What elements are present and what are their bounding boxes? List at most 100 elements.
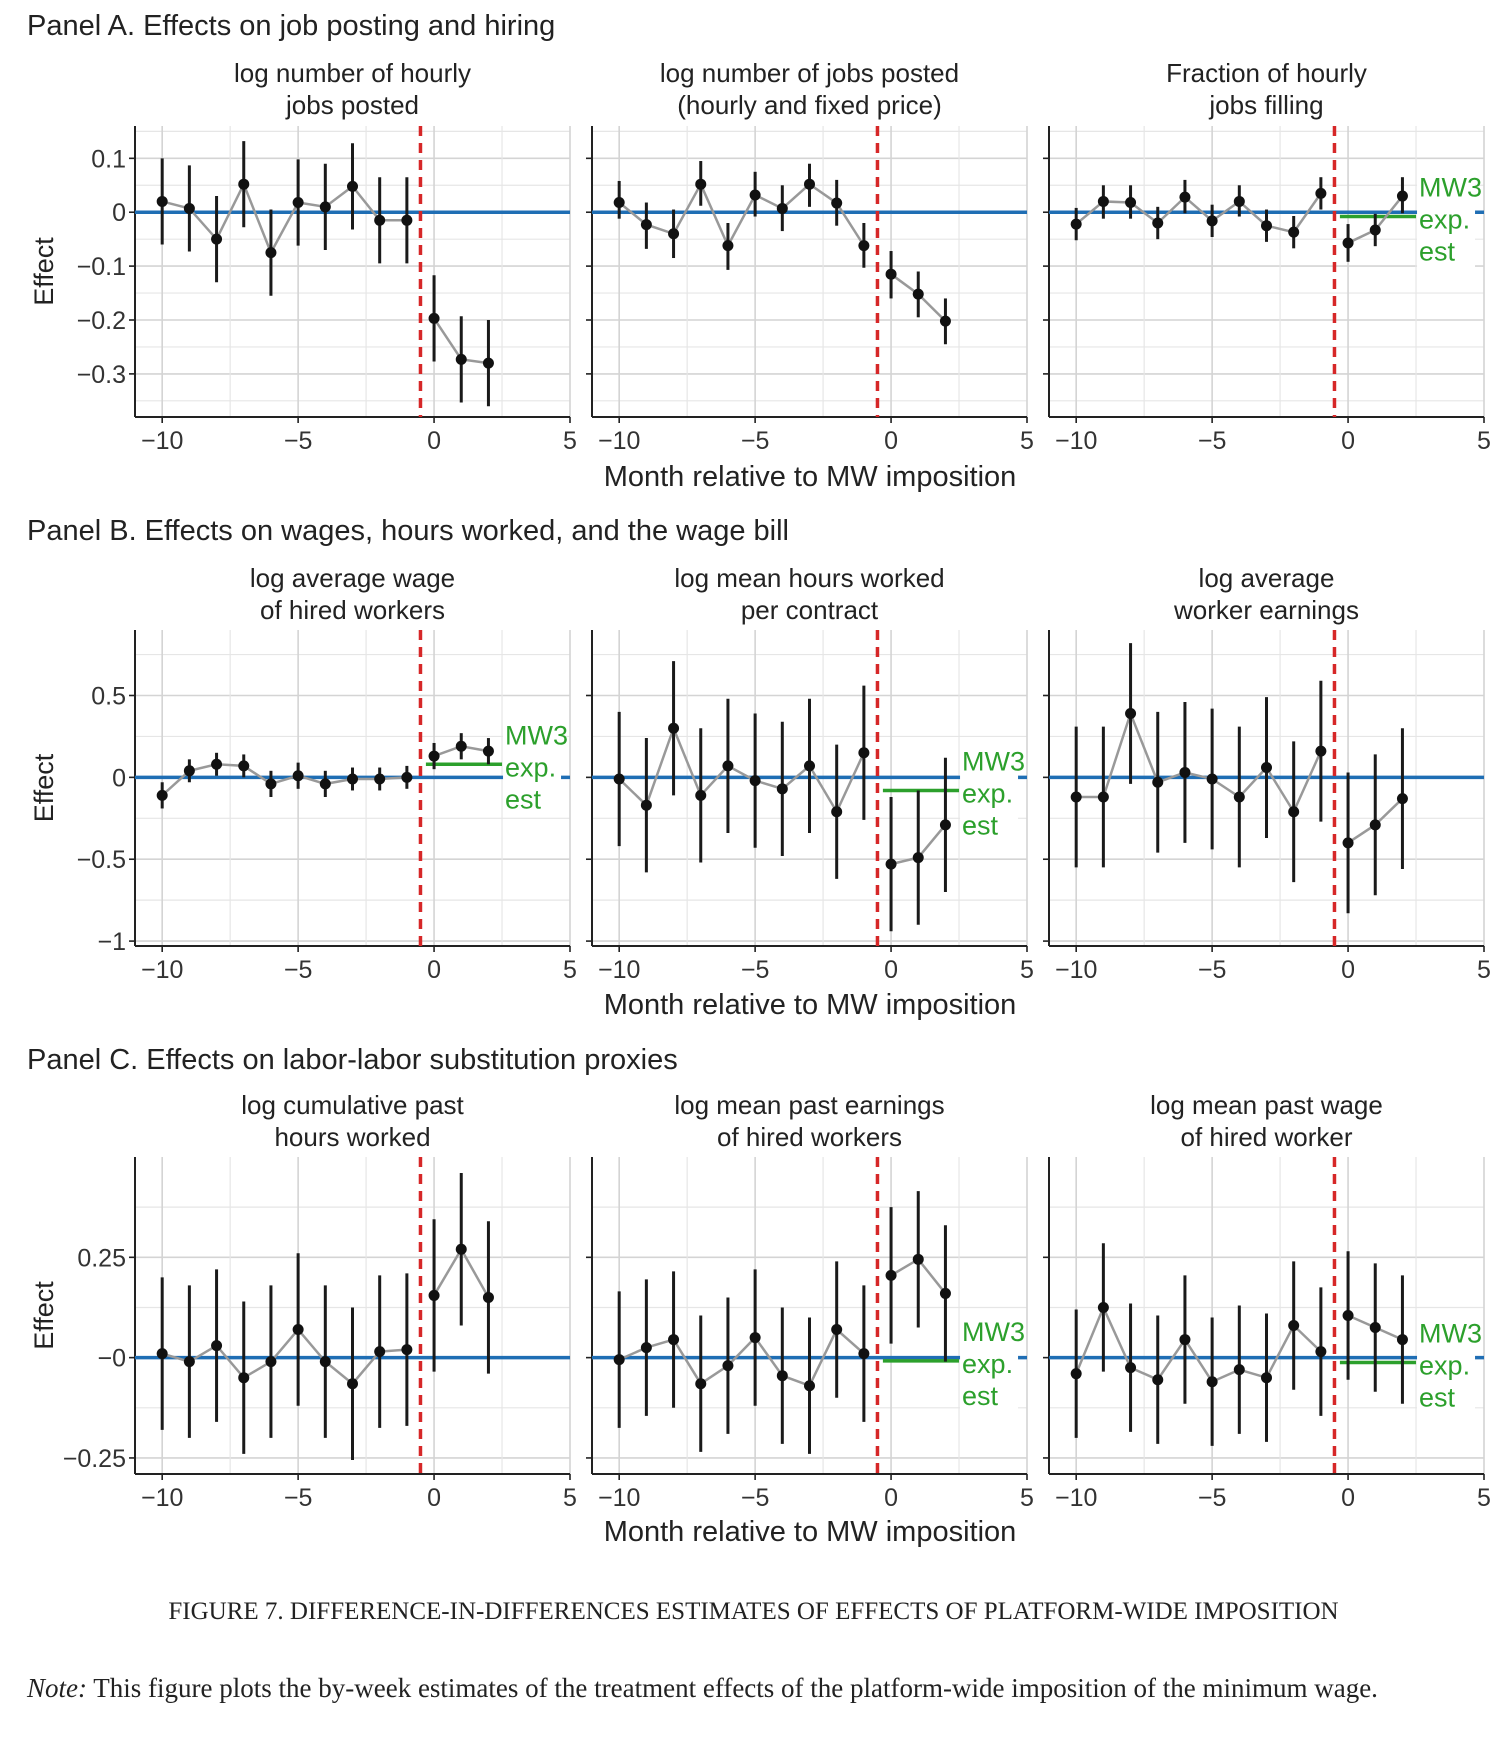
data-point — [668, 722, 680, 734]
x-tick-label: −10 — [1055, 427, 1097, 455]
x-tick-label: 0 — [1341, 956, 1355, 984]
data-point — [1125, 1362, 1137, 1374]
data-point — [183, 1356, 195, 1368]
data-point — [831, 197, 843, 209]
x-tick-label: 5 — [1477, 427, 1491, 455]
data-point — [939, 1287, 951, 1299]
y-tick-label: −1 — [97, 928, 126, 956]
subplot-title: of hired workers — [717, 1122, 902, 1152]
mw3-label: MW3 — [1419, 1318, 1482, 1348]
data-point — [374, 1346, 386, 1358]
data-point — [939, 315, 951, 327]
y-tick-label: 0.5 — [91, 682, 126, 710]
y-tick-label: −0 — [97, 1345, 126, 1373]
x-tick-label: 5 — [1477, 956, 1491, 984]
data-point — [1070, 218, 1082, 230]
subplot-title: of hired worker — [1181, 1122, 1353, 1152]
data-point — [804, 760, 815, 772]
data-point — [1097, 1301, 1109, 1313]
data-point — [1206, 773, 1218, 785]
data-point — [156, 1348, 168, 1360]
data-point — [749, 1332, 761, 1344]
x-tick-label: 5 — [1477, 1484, 1491, 1512]
series-connector — [161, 181, 407, 256]
mw3-label-background — [960, 748, 1019, 843]
x-tick-label: 0 — [1341, 427, 1355, 455]
data-point — [885, 268, 897, 280]
data-point — [428, 1289, 440, 1301]
subplot-title: log mean past wage — [1150, 1090, 1383, 1120]
data-point — [428, 312, 440, 324]
data-point — [1179, 191, 1191, 203]
data-point — [265, 778, 277, 790]
data-point — [776, 783, 788, 795]
data-point — [885, 858, 897, 870]
x-tick-label: 0 — [884, 427, 898, 455]
subplot-title: hours worked — [274, 1122, 430, 1152]
subplot-title: jobs filling — [1208, 90, 1323, 120]
data-point — [1342, 237, 1354, 249]
subplot-title: jobs posted — [285, 90, 419, 120]
data-point — [1179, 1334, 1191, 1346]
data-point — [912, 288, 924, 300]
mw3-label: MW3 — [962, 746, 1025, 776]
subplot-title: of hired workers — [260, 595, 445, 625]
mw3-label: exp. — [962, 778, 1013, 808]
y-tick-label: −0.25 — [63, 1445, 126, 1473]
data-point — [912, 1253, 924, 1265]
data-point — [238, 178, 250, 190]
data-point — [455, 353, 467, 365]
data-point — [401, 771, 413, 783]
y-tick-label: 0.25 — [77, 1244, 126, 1272]
data-point — [1342, 837, 1354, 849]
data-point — [858, 240, 870, 252]
x-tick-label: −5 — [1198, 1484, 1227, 1512]
mw3-label-background — [1417, 174, 1476, 269]
subplot-title: log mean hours worked — [674, 563, 944, 593]
data-point — [1097, 195, 1109, 207]
note-text: This figure plots the by-week estimates … — [93, 1673, 1378, 1703]
data-point — [347, 1378, 358, 1390]
data-point — [749, 775, 761, 787]
data-point — [455, 1243, 467, 1255]
data-point — [695, 1378, 707, 1390]
data-point — [722, 1360, 734, 1372]
x-axis-label: Month relative to MW imposition — [604, 1516, 1017, 1548]
series-connector — [161, 1327, 407, 1386]
data-point — [238, 1372, 250, 1384]
data-point — [1261, 762, 1272, 774]
panel-title: Panel A. Effects on job posting and hiri… — [27, 10, 555, 42]
subplot-title: Fraction of hourly — [1166, 58, 1367, 88]
series-connector — [618, 181, 865, 249]
data-point — [1288, 806, 1300, 818]
data-point — [482, 745, 494, 757]
data-point — [1206, 1376, 1218, 1388]
data-point — [749, 189, 761, 201]
data-point — [695, 789, 707, 801]
data-point — [613, 1354, 625, 1366]
data-point — [1233, 1364, 1245, 1376]
data-point — [292, 1324, 304, 1336]
data-point — [455, 740, 467, 752]
x-axis-label: Month relative to MW imposition — [604, 989, 1017, 1021]
mw3-label: MW3 — [505, 720, 568, 750]
x-tick-label: −10 — [1055, 956, 1097, 984]
data-point — [265, 247, 277, 259]
x-tick-label: −10 — [598, 956, 640, 984]
x-tick-label: −5 — [1198, 427, 1227, 455]
x-tick-label: −5 — [1198, 956, 1227, 984]
data-point — [1152, 217, 1164, 229]
x-tick-label: 5 — [1020, 1484, 1034, 1512]
data-point — [1070, 1368, 1082, 1380]
data-point — [292, 770, 304, 782]
data-point — [211, 758, 223, 770]
x-tick-label: −5 — [284, 427, 313, 455]
data-point — [1206, 215, 1218, 227]
series-connector — [1075, 192, 1322, 234]
x-tick-label: −5 — [284, 956, 313, 984]
data-point — [613, 197, 625, 209]
note-label: Note: — [27, 1673, 87, 1703]
data-point — [482, 357, 494, 369]
x-tick-label: 0 — [884, 1484, 898, 1512]
subplot-title: per contract — [741, 595, 879, 625]
